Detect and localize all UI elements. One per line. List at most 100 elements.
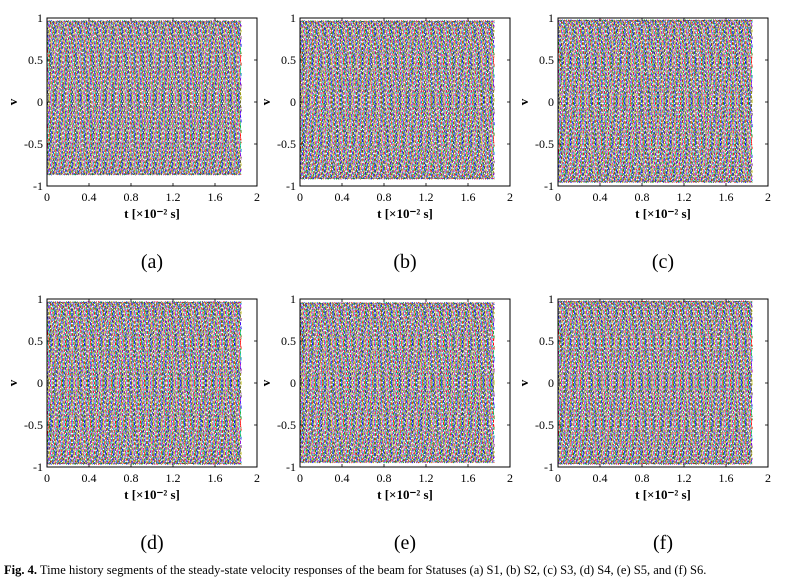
x-tick-label: 1.2 xyxy=(419,471,434,485)
series-line xyxy=(558,19,753,184)
y-tick-label: 1 xyxy=(37,292,43,306)
x-axis-title: t [×10⁻² s] xyxy=(635,487,691,502)
series-group xyxy=(300,19,495,180)
series-line xyxy=(558,300,753,466)
x-tick-label: 0 xyxy=(44,190,50,204)
series-line xyxy=(558,19,753,184)
y-tick-label: 0 xyxy=(548,95,554,109)
series-line xyxy=(300,301,495,464)
y-tick-label: 0 xyxy=(548,376,554,390)
series-line xyxy=(300,301,495,464)
series-group xyxy=(300,301,495,464)
caption-text: Time history segments of the steady-stat… xyxy=(39,563,707,577)
series-line xyxy=(300,301,495,464)
x-tick-label: 1.6 xyxy=(461,190,476,204)
y-tick-label: 0 xyxy=(290,95,296,109)
series-line xyxy=(300,301,495,464)
series-line xyxy=(47,20,242,176)
figure-caption: Fig. 4. Time history segments of the ste… xyxy=(4,563,790,578)
series-line xyxy=(558,19,753,184)
series-line xyxy=(300,301,495,464)
series-line xyxy=(558,300,753,466)
series-line xyxy=(558,300,753,466)
series-line xyxy=(558,19,753,184)
series-line xyxy=(47,301,242,466)
series-line xyxy=(47,300,242,465)
y-axis-title: v xyxy=(5,379,20,386)
series-line xyxy=(558,19,753,184)
series-line xyxy=(300,20,495,180)
x-tick-label: 0 xyxy=(555,190,561,204)
x-tick-label: 0.8 xyxy=(124,190,139,204)
y-tick-label: 1 xyxy=(548,11,554,25)
series-line xyxy=(558,300,753,466)
series-line xyxy=(558,19,753,184)
series-line xyxy=(47,300,242,465)
series-line xyxy=(558,300,753,465)
series-line xyxy=(47,20,242,176)
series-line xyxy=(558,300,753,466)
x-tick-label: 1.6 xyxy=(208,190,223,204)
series-line xyxy=(47,300,242,466)
y-tick-label: -0.5 xyxy=(535,137,554,151)
x-tick-label: 2 xyxy=(765,190,771,204)
series-line xyxy=(300,301,495,464)
series-line xyxy=(47,301,242,466)
series-group xyxy=(47,19,242,176)
series-line xyxy=(47,300,242,465)
series-line xyxy=(558,19,753,184)
series-line xyxy=(558,300,753,466)
panel-c: 0 0.4 0.8 1.2 1.6 2 -1 -0.5 0 0.5 1 v t [×10⁻² s] (c) xyxy=(516,11,771,273)
series-line xyxy=(47,19,242,176)
y-tick-label: 1 xyxy=(290,11,296,25)
series-line xyxy=(558,19,753,184)
series-line xyxy=(300,19,495,180)
series-line xyxy=(558,19,753,184)
y-tick-label: 0.5 xyxy=(281,334,296,348)
series-line xyxy=(47,19,242,176)
y-tick-label: 1 xyxy=(290,292,296,306)
x-tick-label: 0.8 xyxy=(124,471,139,485)
x-tick-label: 2 xyxy=(765,471,771,485)
panel-label: (b) xyxy=(393,251,416,273)
series-line xyxy=(558,300,753,465)
series-line xyxy=(300,301,495,464)
x-tick-label: 1.6 xyxy=(719,190,734,204)
series-line xyxy=(300,301,495,464)
series-line xyxy=(558,19,753,184)
x-tick-label: 0.4 xyxy=(82,471,97,485)
series-line xyxy=(558,19,753,184)
series-line xyxy=(47,301,242,466)
x-axis-title: t [×10⁻² s] xyxy=(124,206,180,221)
x-tick-label: 2 xyxy=(254,190,260,204)
y-tick-label: -1 xyxy=(33,460,43,474)
series-line xyxy=(300,301,495,464)
x-tick-label: 2 xyxy=(507,471,513,485)
y-axis-title: v xyxy=(5,98,20,105)
series-line xyxy=(558,19,753,184)
series-line xyxy=(558,19,753,184)
series-line xyxy=(300,19,495,180)
series-line xyxy=(300,301,495,464)
series-group xyxy=(558,300,753,466)
series-line xyxy=(558,19,753,184)
series-line xyxy=(300,19,495,180)
series-line xyxy=(47,301,242,466)
series-line xyxy=(558,19,753,184)
y-tick-label: 0.5 xyxy=(539,53,554,67)
series-line xyxy=(558,300,753,465)
series-line xyxy=(558,300,753,466)
panel-a: 0 0.4 0.8 1.2 1.6 2 -1 -0.5 0 0.5 1 v t [×10⁻² s] (a) xyxy=(5,11,260,273)
series-line xyxy=(558,19,753,184)
y-tick-label: 1 xyxy=(37,11,43,25)
series-line xyxy=(300,301,495,463)
series-group xyxy=(47,300,242,466)
x-tick-label: 0 xyxy=(297,190,303,204)
panel-d: 0 0.4 0.8 1.2 1.6 2 -1 -0.5 0 0.5 1 v t [×10⁻² s] (d) xyxy=(5,292,260,554)
x-tick-label: 0 xyxy=(297,471,303,485)
x-tick-label: 1.6 xyxy=(719,471,734,485)
x-tick-label: 0 xyxy=(555,471,561,485)
x-tick-label: 0 xyxy=(44,471,50,485)
y-tick-label: -0.5 xyxy=(277,137,296,151)
panel-e: 0 0.4 0.8 1.2 1.6 2 -1 -0.5 0 0.5 1 v t [×10⁻² s] (e) xyxy=(258,292,513,554)
